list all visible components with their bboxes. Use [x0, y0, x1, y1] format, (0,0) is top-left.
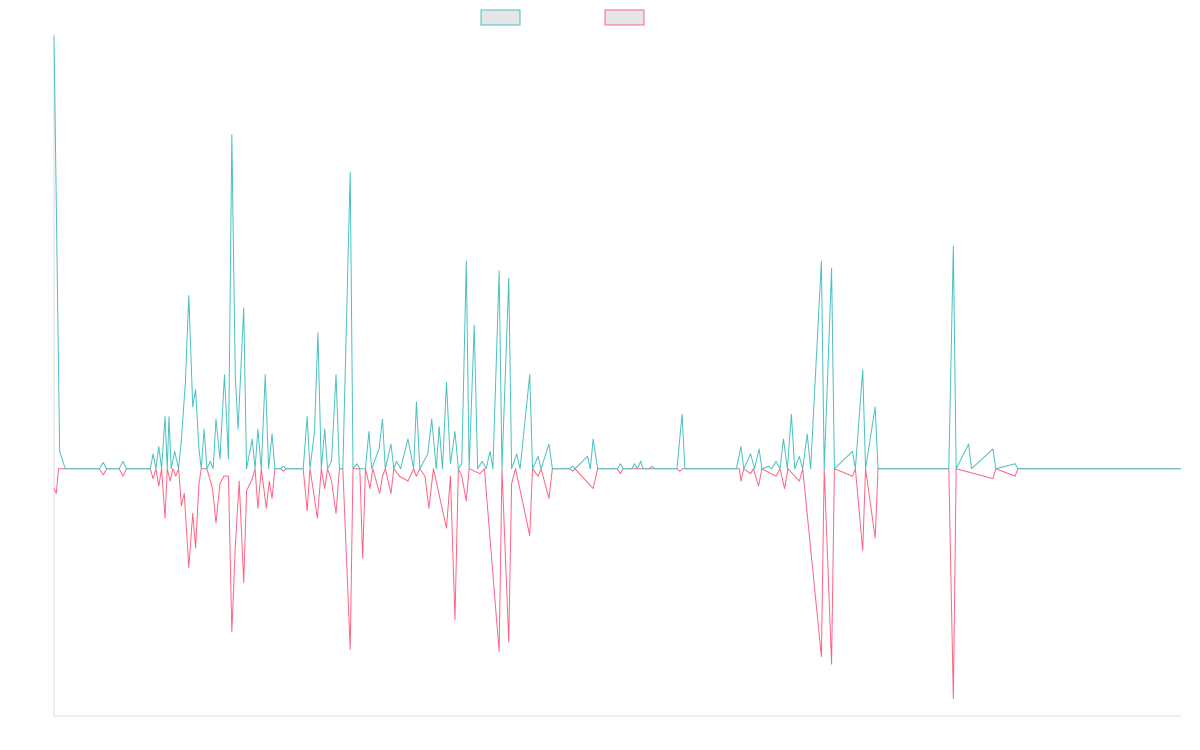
series-line-2 — [53, 468, 1181, 700]
legend-swatch-series-1[interactable] — [480, 9, 521, 26]
legend-swatch-series-2[interactable] — [604, 9, 645, 26]
series-line-1 — [53, 35, 1181, 470]
legend — [480, 9, 645, 26]
plot-area — [53, 35, 1181, 700]
